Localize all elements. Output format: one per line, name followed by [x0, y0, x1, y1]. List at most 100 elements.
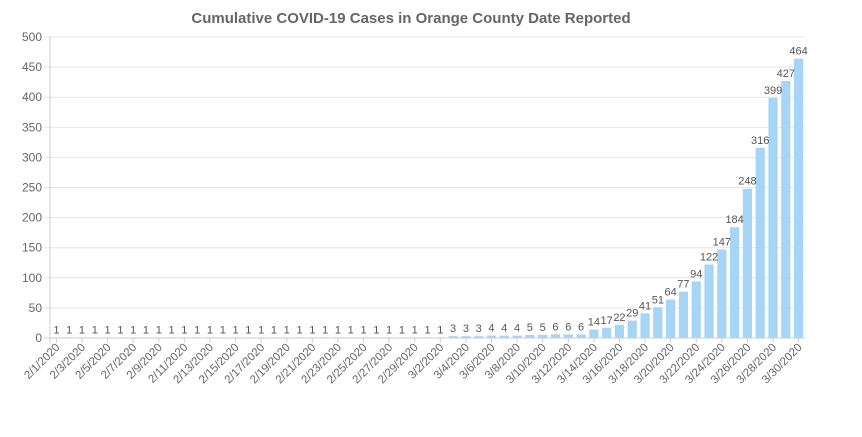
- bar: [550, 334, 561, 338]
- bar: [154, 337, 164, 338]
- data-label: 51: [652, 294, 664, 306]
- bar: [422, 337, 433, 338]
- bar: [269, 337, 279, 338]
- bar: [666, 299, 676, 338]
- bar: [77, 337, 87, 338]
- y-tick-label: 50: [29, 301, 43, 315]
- data-label: 1: [373, 324, 379, 336]
- data-label: 1: [130, 324, 136, 336]
- y-tick-label: 200: [22, 211, 42, 225]
- data-label: 3: [463, 323, 469, 335]
- bar: [358, 337, 369, 338]
- bar: [230, 337, 241, 338]
- data-label: 41: [639, 300, 651, 312]
- bar: [179, 337, 189, 338]
- bar: [793, 58, 804, 339]
- data-label: 184: [725, 214, 743, 226]
- bar: [781, 80, 791, 339]
- bar: [397, 337, 407, 338]
- data-label: 1: [105, 324, 111, 336]
- bar: [205, 337, 215, 338]
- bar: [653, 307, 663, 338]
- bar: [614, 324, 625, 338]
- bar: [243, 337, 253, 338]
- bar: [51, 337, 62, 338]
- data-label: 464: [789, 46, 807, 58]
- bar: [307, 337, 317, 338]
- y-tick-label: 150: [22, 241, 42, 255]
- data-label: 1: [194, 324, 200, 336]
- data-label: 248: [738, 176, 756, 188]
- chart-title: Cumulative COVID-19 Cases in Orange Coun…: [191, 10, 630, 27]
- data-label: 1: [169, 324, 175, 336]
- data-label: 147: [713, 237, 731, 249]
- bar: [435, 337, 445, 338]
- data-label: 399: [764, 85, 782, 97]
- data-label: 1: [207, 324, 213, 336]
- y-tick-label: 400: [22, 90, 42, 104]
- bar: [448, 336, 458, 338]
- bar: [691, 281, 701, 338]
- bar: [499, 335, 509, 338]
- bar: [320, 337, 330, 338]
- data-label: 1: [181, 324, 187, 336]
- data-label: 1: [258, 324, 264, 336]
- bar: [282, 337, 292, 338]
- bar: [576, 334, 586, 338]
- data-label: 3: [476, 323, 482, 335]
- data-label: 1: [232, 324, 238, 336]
- data-label: 1: [386, 324, 392, 336]
- data-label: 77: [677, 279, 689, 291]
- data-label: 5: [527, 322, 533, 334]
- data-label: 1: [79, 324, 85, 336]
- y-tick-label: 100: [22, 271, 42, 285]
- data-label: 427: [777, 68, 795, 80]
- y-tick-label: 450: [22, 60, 42, 74]
- bar: [768, 97, 778, 338]
- y-tick-label: 0: [35, 331, 42, 345]
- bar: [512, 335, 522, 338]
- y-tick-label: 350: [22, 120, 42, 134]
- bar: [678, 291, 689, 338]
- y-tick-label: 250: [22, 181, 42, 195]
- bar: [602, 327, 612, 338]
- data-label: 4: [488, 323, 494, 335]
- data-label: 1: [348, 324, 354, 336]
- bar: [742, 188, 753, 338]
- bar: [294, 337, 305, 338]
- data-label: 3: [450, 323, 456, 335]
- bar: [218, 337, 228, 338]
- data-label: 1: [66, 324, 72, 336]
- bar: [90, 337, 100, 338]
- bar: [538, 334, 548, 338]
- data-label: 1: [156, 324, 162, 336]
- bar: [461, 336, 471, 338]
- data-label: 6: [578, 321, 584, 333]
- data-label: 1: [412, 324, 418, 336]
- data-label: 1: [335, 324, 341, 336]
- bar: [627, 320, 637, 338]
- bar: [64, 337, 74, 338]
- bar: [128, 337, 138, 338]
- bar: [384, 337, 394, 338]
- bar: [563, 334, 573, 338]
- bar: [102, 337, 113, 338]
- bar: [371, 337, 381, 338]
- data-label: 22: [613, 312, 625, 324]
- data-label: 1: [117, 324, 123, 336]
- bar: [166, 337, 177, 338]
- data-label: 5: [540, 322, 546, 334]
- data-label: 94: [690, 268, 702, 280]
- data-label: 4: [514, 323, 520, 335]
- data-label: 1: [360, 324, 366, 336]
- bar: [192, 337, 202, 338]
- data-label: 14: [588, 317, 600, 329]
- y-tick-label: 300: [22, 150, 42, 164]
- bar: [486, 335, 497, 338]
- data-label: 1: [424, 324, 430, 336]
- bar: [333, 337, 343, 338]
- data-label: 316: [751, 135, 769, 147]
- bar: [410, 337, 420, 338]
